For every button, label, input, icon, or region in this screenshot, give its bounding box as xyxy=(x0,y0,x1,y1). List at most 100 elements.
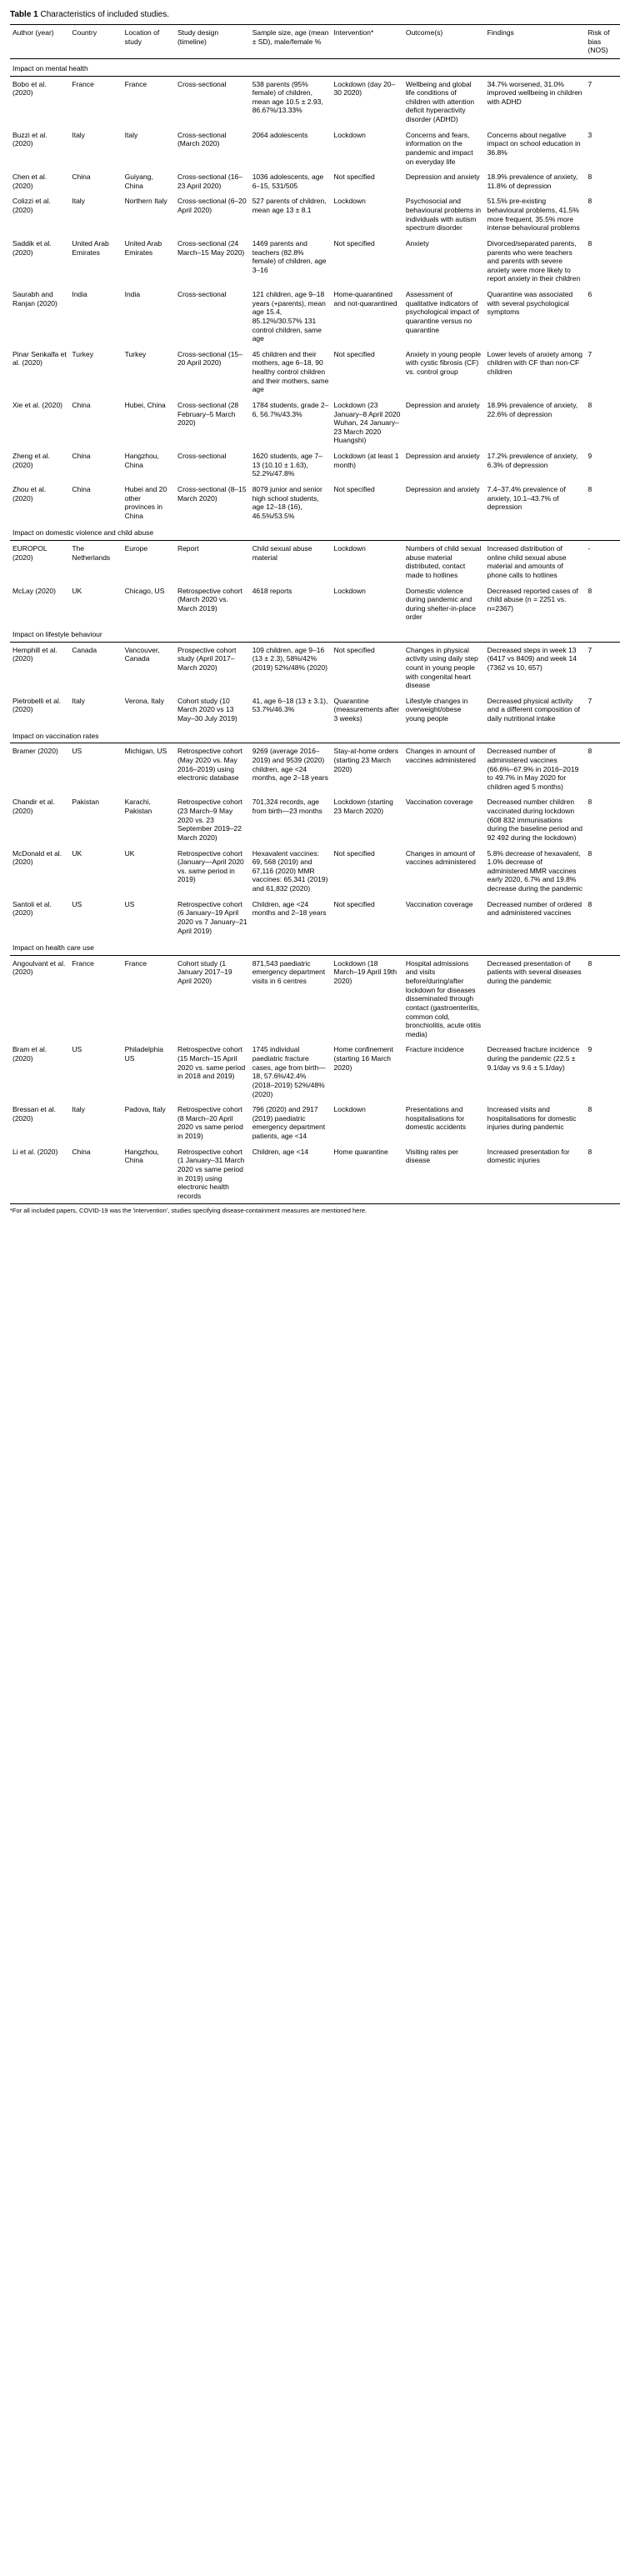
cell: 8 xyxy=(586,955,620,1042)
cell: Bobo et al. (2020) xyxy=(10,76,69,128)
cell: 18.9% prevalence of anxiety, 11.8% of de… xyxy=(485,169,586,193)
cell: Bressan et al. (2020) xyxy=(10,1102,69,1144)
cell: US xyxy=(69,897,122,939)
cell: Decreased physical activity and a differ… xyxy=(485,693,586,727)
cell: Child sexual abuse material xyxy=(250,541,332,583)
cell: Anxiety xyxy=(403,236,485,287)
cell: 1620 students, age 7–13 (10.10 ± 1.63), … xyxy=(250,448,332,482)
table-row: Chen et al. (2020)ChinaGuiyang, ChinaCro… xyxy=(10,169,620,193)
cell: Lifestyle changes in overweight/obese yo… xyxy=(403,693,485,727)
cell: 2064 adolescents xyxy=(250,128,332,170)
cell: Depression and anxiety xyxy=(403,398,485,448)
cell: Wellbeing and global life conditions of … xyxy=(403,76,485,128)
cell: Hangzhou, China xyxy=(122,448,175,482)
cell: Cross-sectional (March 2020) xyxy=(175,128,250,170)
cell: Zhou et al. (2020) xyxy=(10,482,69,524)
cell: Canada xyxy=(69,642,122,693)
cell: Cross-sectional (24 March–15 May 2020) xyxy=(175,236,250,287)
cell: Cohort study (1 January 2017–19 April 20… xyxy=(175,955,250,1042)
cell: Not specified xyxy=(332,236,403,287)
col-header: Author (year) xyxy=(10,25,69,59)
cell: Retrospective cohort (8 March–20 April 2… xyxy=(175,1102,250,1144)
section-label: Impact on health care use xyxy=(10,938,620,955)
table-row: Saddik et al. (2020) United Arab Emirates… xyxy=(10,236,620,287)
cell: 8 xyxy=(586,897,620,939)
cell: Lockdown (18 March–19 April 19th 2020) xyxy=(332,955,403,1042)
section-row: Impact on vaccination rates xyxy=(10,727,620,743)
table-row: Xie et al. (2020)ChinaHubei, ChinaCross-… xyxy=(10,398,620,448)
cell: Decreased presentation of patients with … xyxy=(485,955,586,1042)
cell: Domestic violence during pandemic and du… xyxy=(403,583,485,626)
cell: McDonald et al. (2020) xyxy=(10,846,69,897)
table-caption: Characteristics of included studies. xyxy=(41,10,170,19)
cell: India xyxy=(69,287,122,347)
cell: Fracture incidence xyxy=(403,1042,485,1102)
table-row: Colizzi et al. (2020)ItalyNorthern Italy… xyxy=(10,193,620,236)
cell: Lockdown (23 January–8 April 2020 Wuhan,… xyxy=(332,398,403,448)
cell: Changes in amount of vaccines administer… xyxy=(403,846,485,897)
cell: Chandir et al. (2020) xyxy=(10,794,69,845)
cell: Bramer (2020) xyxy=(10,743,69,795)
cell: 8 xyxy=(586,193,620,236)
cell: Hexavalent vaccines: 69, 568 (2019) and … xyxy=(250,846,332,897)
cell: Concerns and fears, information on the p… xyxy=(403,128,485,170)
cell: Not specified xyxy=(332,642,403,693)
cell: Not specified xyxy=(332,482,403,524)
cell: France xyxy=(69,76,122,128)
section-label: Impact on domestic violence and child ab… xyxy=(10,523,620,540)
table-row: Zhou et al. (2020)ChinaHubei and 20 othe… xyxy=(10,482,620,524)
table-title: Table 1 Characteristics of included stud… xyxy=(10,10,620,19)
cell: Lockdown (day 20–30 2020) xyxy=(332,76,403,128)
cell: 9269 (average 2016–2019) and 9539 (2020)… xyxy=(250,743,332,795)
cell: Numbers of child sexual abuse material d… xyxy=(403,541,485,583)
cell: China xyxy=(69,169,122,193)
cell: 121 children, age 9–18 years (+parents),… xyxy=(250,287,332,347)
col-header: Country xyxy=(69,25,122,59)
cell: 7.4–37.4% prevalence of anxiety, 10.1–43… xyxy=(485,482,586,524)
cell: Quarantine was associated with several p… xyxy=(485,287,586,347)
cell: 3 xyxy=(586,128,620,170)
col-header: Sample size, age (mean ± SD), male/femal… xyxy=(250,25,332,59)
cell: United Arab Emirates xyxy=(122,236,175,287)
cell: 5.8% decrease of hexavalent, 1.0% decrea… xyxy=(485,846,586,897)
cell: Michigan, US xyxy=(122,743,175,795)
cell: 1745 individual paediatric fracture case… xyxy=(250,1042,332,1102)
col-header: Findings xyxy=(485,25,586,59)
cell: Cross-sectional xyxy=(175,76,250,128)
cell: 1469 parents and teachers (82.8% female)… xyxy=(250,236,332,287)
cell: Saurabh and Ranjan (2020) xyxy=(10,287,69,347)
section-label: Impact on vaccination rates xyxy=(10,727,620,743)
cell: Saddik et al. (2020) xyxy=(10,236,69,287)
cell: Lockdown (starting 23 March 2020) xyxy=(332,794,403,845)
cell: 8079 junior and senior high school stude… xyxy=(250,482,332,524)
cell: Not specified xyxy=(332,169,403,193)
cell: Stay-at-home orders (starting 23 March 2… xyxy=(332,743,403,795)
cell: China xyxy=(69,448,122,482)
cell: Philadelphia US xyxy=(122,1042,175,1102)
cell: 4618 reports xyxy=(250,583,332,626)
cell: Retrospective cohort (1 January–31 March… xyxy=(175,1144,250,1204)
cell: EUROPOL (2020) xyxy=(10,541,69,583)
table-label: Table 1 xyxy=(10,10,38,19)
cell: Verona, Italy xyxy=(122,693,175,727)
cell: 8 xyxy=(586,583,620,626)
cell: 8 xyxy=(586,1144,620,1204)
cell: Changes in amount of vaccines administer… xyxy=(403,743,485,795)
cell: US xyxy=(69,1042,122,1102)
cell: Decreased number of ordered and administ… xyxy=(485,897,586,939)
cell: Report xyxy=(175,541,250,583)
cell: 1036 adolescents, age 6–15, 531/505 xyxy=(250,169,332,193)
cell: Home quarantine xyxy=(332,1144,403,1204)
cell: 7 xyxy=(586,642,620,693)
table-row: Buzzi et al. (2020)ItalyItalyCross-secti… xyxy=(10,128,620,170)
cell: Home-quarantined and not-quarantined xyxy=(332,287,403,347)
cell: Not specified xyxy=(332,347,403,398)
cell: Retrospective cohort (23 March–9 May 202… xyxy=(175,794,250,845)
cell: Lockdown xyxy=(332,583,403,626)
cell: 8 xyxy=(586,1102,620,1144)
cell: Retrospective cohort (March 2020 vs. Mar… xyxy=(175,583,250,626)
cell: Psychosocial and behavioural problems in… xyxy=(403,193,485,236)
table-row: Li et al. (2020)ChinaHangzhou, ChinaRetr… xyxy=(10,1144,620,1204)
cell: Italy xyxy=(69,128,122,170)
footnote: *For all included papers, COVID-19 was t… xyxy=(10,1203,620,1214)
